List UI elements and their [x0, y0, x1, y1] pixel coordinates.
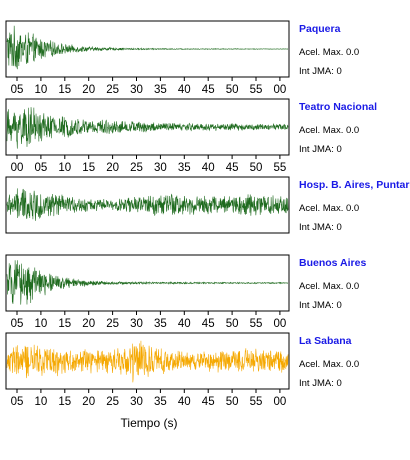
waveform-trace	[6, 188, 289, 221]
x-tick-label: 40	[178, 396, 191, 408]
x-tick-label: 25	[106, 396, 119, 408]
x-tick-label: 35	[154, 318, 167, 330]
x-tick-label: 20	[82, 318, 95, 330]
max-acceleration-label: Acel. Max. 0.0	[299, 359, 359, 370]
x-tick-label: 15	[58, 318, 71, 330]
waveform-trace	[6, 25, 289, 70]
waveform-trace	[6, 107, 289, 149]
x-tick-label: 55	[274, 162, 287, 174]
x-tick-label: 15	[58, 396, 71, 408]
panel-5: 05 10 15 20 25 30 35 40 45 50 55 00 La Sabana Acel. M…	[5, 332, 359, 408]
x-tick-label: 05	[35, 162, 48, 174]
panel-2: 00 05 10 15 20 25 30 35 40 45 50 55 Teatro Nacional A…	[5, 98, 377, 174]
x-tick-label: 45	[202, 318, 215, 330]
x-tick-label: 10	[58, 162, 71, 174]
x-tick-label: 35	[178, 162, 191, 174]
x-tick-label: 55	[250, 318, 263, 330]
station-name: Paquera	[299, 23, 341, 35]
station-name: Buenos Aires	[299, 257, 366, 269]
x-tick-label: 20	[82, 396, 95, 408]
x-tick-label: 05	[11, 396, 24, 408]
x-tick-label: 25	[130, 162, 143, 174]
plot-frame	[5, 20, 290, 78]
x-tick-label: 10	[35, 84, 48, 96]
x-tick-label: 40	[178, 318, 191, 330]
jma-intensity-label: Int JMA: 0	[299, 222, 342, 233]
panel-3: Hosp. B. Aires, Puntare Acel. Max. 0.0 Int…	[5, 176, 410, 234]
jma-intensity-label: Int JMA: 0	[299, 378, 342, 389]
station-name: Hosp. B. Aires, Puntare	[299, 179, 410, 191]
waveform-trace	[6, 260, 289, 305]
max-acceleration-label: Acel. Max. 0.0	[299, 125, 359, 136]
x-tick-label: 20	[82, 84, 95, 96]
x-tick-label: 40	[178, 84, 191, 96]
waveform-trace	[6, 340, 289, 383]
x-tick-label: 50	[226, 396, 239, 408]
x-tick-label: 05	[11, 84, 24, 96]
x-tick-label: 50	[226, 84, 239, 96]
x-tick-label: 00	[274, 84, 287, 96]
max-acceleration-label: Acel. Max. 0.0	[299, 281, 359, 292]
x-tick-label: 30	[130, 396, 143, 408]
x-tick-label: 25	[106, 84, 119, 96]
x-tick-label: 15	[58, 84, 71, 96]
x-tick-label: 45	[202, 84, 215, 96]
max-acceleration-label: Acel. Max. 0.0	[299, 47, 359, 58]
max-acceleration-label: Acel. Max. 0.0	[299, 203, 359, 214]
station-name: Teatro Nacional	[299, 101, 377, 113]
x-tick-label: 35	[154, 84, 167, 96]
x-axis-title: Tiempo (s)	[121, 416, 178, 430]
x-tick-label: 45	[226, 162, 239, 174]
plot-frame	[5, 98, 290, 156]
plot-frame	[5, 332, 290, 390]
jma-intensity-label: Int JMA: 0	[299, 66, 342, 77]
panel-1: 05 10 15 20 25 30 35 40 45 50 55 00 Paquera Acel. Max…	[5, 20, 359, 96]
jma-intensity-label: Int JMA: 0	[299, 300, 342, 311]
x-tick-label: 55	[250, 396, 263, 408]
plot-frame	[5, 176, 290, 234]
x-tick-label: 30	[130, 84, 143, 96]
x-tick-label: 00	[274, 318, 287, 330]
plot-frame	[5, 254, 290, 312]
x-tick-label: 10	[35, 396, 48, 408]
x-tick-label: 25	[106, 318, 119, 330]
x-tick-label: 00	[11, 162, 24, 174]
jma-intensity-label: Int JMA: 0	[299, 144, 342, 155]
x-tick-label: 40	[202, 162, 215, 174]
x-tick-label: 20	[106, 162, 119, 174]
x-tick-label: 15	[82, 162, 95, 174]
x-tick-label: 45	[202, 396, 215, 408]
x-tick-label: 30	[154, 162, 167, 174]
panels-layer: 05 10 15 20 25 30 35 40 45 50 55 00 Paquera Acel. Max…	[5, 20, 410, 408]
panel-4: 05 10 15 20 25 30 35 40 45 50 55 00 Buenos Aires Acel…	[5, 254, 366, 330]
x-tick-label: 55	[250, 84, 263, 96]
x-tick-label: 10	[35, 318, 48, 330]
x-tick-label: 35	[154, 396, 167, 408]
x-tick-label: 30	[130, 318, 143, 330]
station-name: La Sabana	[299, 335, 352, 347]
x-tick-label: 05	[11, 318, 24, 330]
x-tick-label: 00	[274, 396, 287, 408]
x-tick-label: 50	[250, 162, 263, 174]
x-tick-label: 50	[226, 318, 239, 330]
